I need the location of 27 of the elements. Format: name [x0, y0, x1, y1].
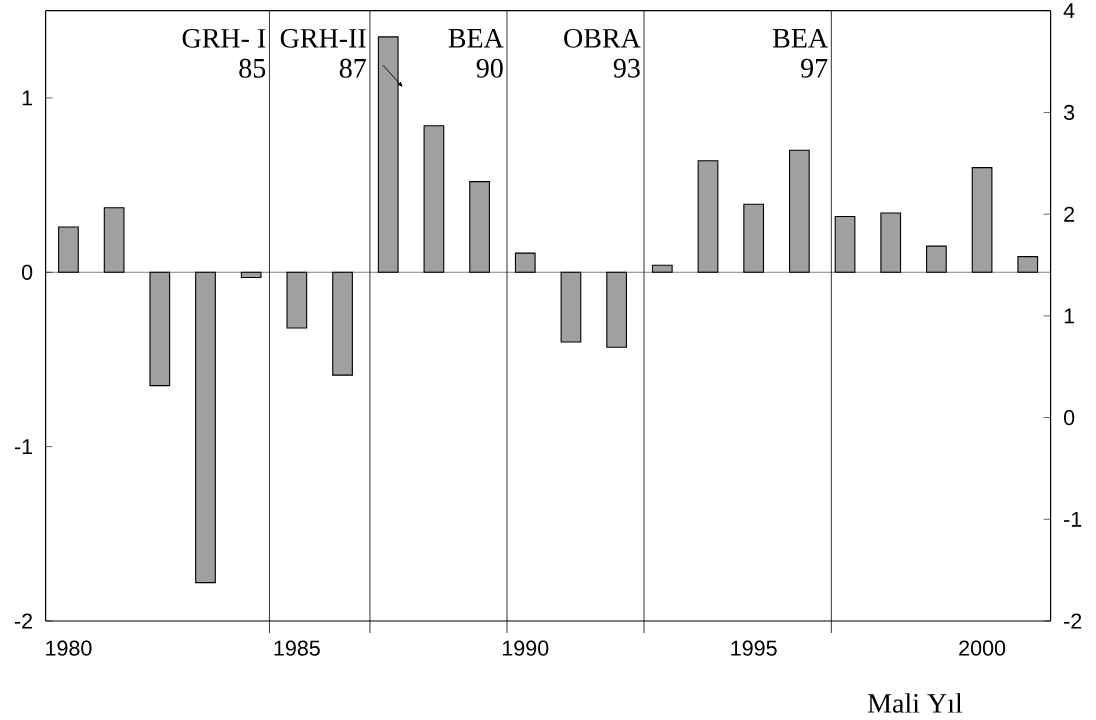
- ref-line-label: GRH- I: [182, 28, 266, 48]
- y-tick-label: 1: [22, 90, 33, 106]
- annotation: 85: [239, 58, 266, 78]
- x-tick-label: 1980: [46, 640, 92, 656]
- x-tick-label: 1985: [274, 640, 320, 656]
- y-tick-label: 0: [21, 264, 33, 280]
- ref-line-label: BEA: [448, 28, 504, 48]
- ref-line-label: BEA: [772, 28, 828, 48]
- y2-tick-label: -2: [1064, 613, 1082, 629]
- y-tick-label: -1: [14, 439, 33, 455]
- ref-line-label: GRH-II: [280, 28, 366, 48]
- y2-tick-label: 2: [1064, 206, 1075, 222]
- y2-tick-label: 4: [1063, 3, 1075, 19]
- y2-tick-label: -1: [1064, 511, 1082, 527]
- y2-tick-label: 3: [1063, 104, 1075, 121]
- annotation: 90: [476, 58, 503, 78]
- y-tick-label: -2: [14, 613, 32, 629]
- annotation: 93: [613, 58, 640, 78]
- ref-line-label: OBRA: [564, 28, 641, 48]
- y2-tick-label: 0: [1063, 409, 1075, 426]
- annotation: 97: [801, 58, 828, 78]
- x-tick-label: 1995: [731, 640, 777, 656]
- x-tick-label: 1990: [502, 640, 549, 656]
- y2-tick-label: 1: [1064, 308, 1075, 324]
- x-tick-label: 2000: [959, 640, 1006, 656]
- annotation: 87: [339, 58, 366, 78]
- x-axis-title: Mali Yıl: [867, 693, 963, 713]
